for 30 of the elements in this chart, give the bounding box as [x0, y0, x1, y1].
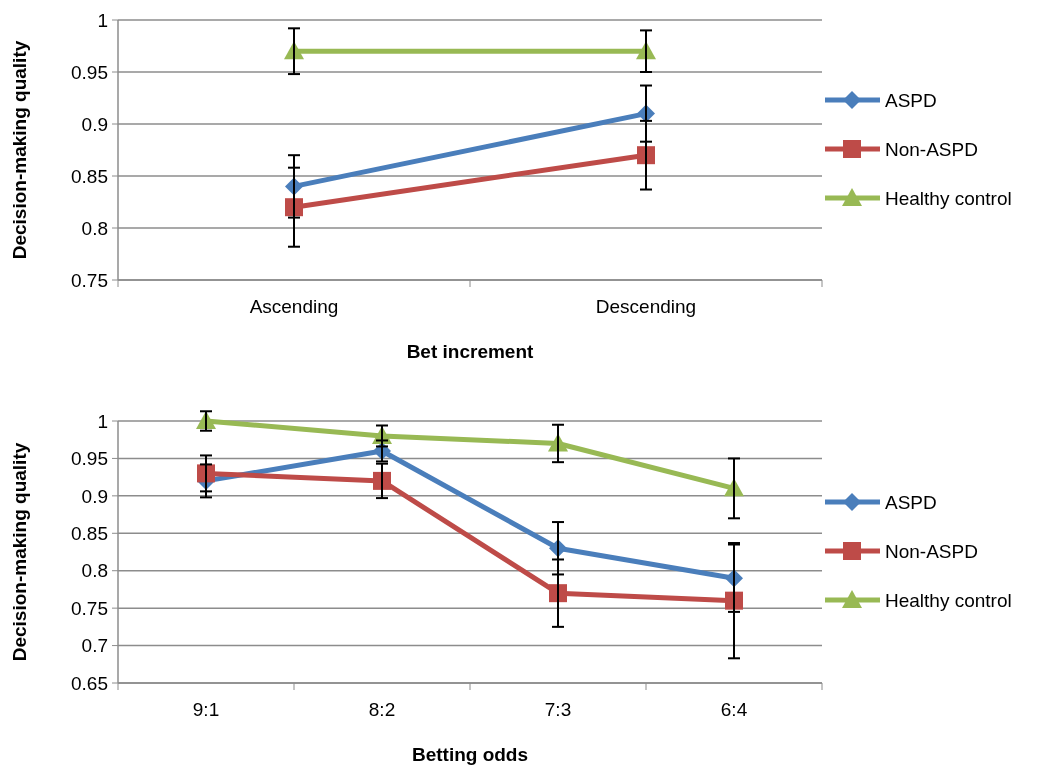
x-tick-label: 9:1	[192, 699, 220, 720]
x-tick-label: Ascending	[249, 296, 339, 317]
y-tick-label: 1	[97, 410, 108, 432]
x-tick-label: 7:3	[544, 699, 572, 720]
legend-label: Healthy control	[885, 589, 1012, 611]
legend-label: ASPD	[885, 89, 937, 111]
y-tick-label: 0.85	[71, 165, 108, 187]
y-tick-label: 0.9	[81, 485, 108, 507]
x-axis-title: Betting odds	[411, 744, 529, 765]
legend-label: Non-ASPD	[885, 540, 978, 562]
y-tick-label: 0.95	[71, 448, 108, 470]
y-tick-label: 0.8	[81, 560, 108, 582]
y-tick-label: 0.75	[71, 269, 108, 291]
y-axis-title: Decision-making quality	[9, 442, 30, 662]
x-tick-label: Descending	[595, 296, 697, 317]
y-tick-label: 0.95	[71, 61, 108, 83]
x-tick-label: 6:4	[720, 699, 748, 720]
legend-label: ASPD	[885, 491, 937, 513]
y-tick-label: 0.8	[81, 217, 108, 239]
legend-label: Non-ASPD	[885, 138, 978, 160]
y-axis-title: Decision-making quality	[9, 40, 30, 260]
y-tick-label: 0.85	[71, 522, 108, 544]
legend-label: Healthy control	[885, 187, 1012, 209]
y-tick-label: 0.7	[81, 635, 108, 657]
y-tick-label: 0.65	[71, 672, 108, 694]
y-tick-label: 0.75	[71, 597, 108, 619]
y-tick-label: 0.9	[81, 113, 108, 135]
y-tick-label: 1	[97, 9, 108, 31]
x-tick-label: 8:2	[368, 699, 396, 720]
x-axis-title: Bet increment	[406, 341, 535, 362]
